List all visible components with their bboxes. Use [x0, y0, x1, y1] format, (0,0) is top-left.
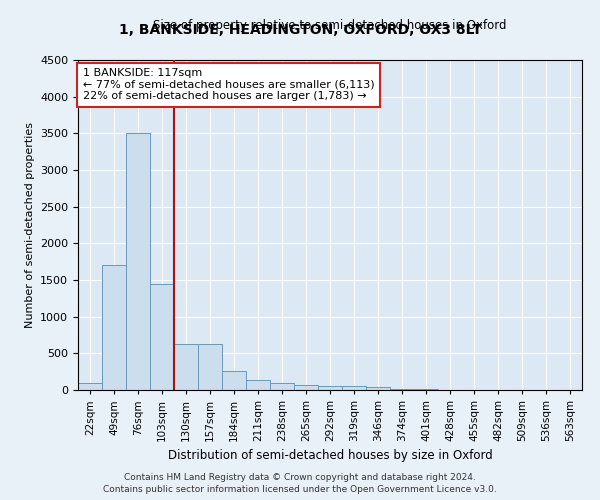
- Bar: [294, 384, 318, 390]
- Text: 1, BANKSIDE, HEADINGTON, OXFORD, OX3 8LT: 1, BANKSIDE, HEADINGTON, OXFORD, OX3 8LT: [119, 22, 481, 36]
- Text: Contains public sector information licensed under the Open Government Licence v3: Contains public sector information licen…: [103, 485, 497, 494]
- Bar: [246, 380, 270, 390]
- Bar: [126, 134, 150, 390]
- Bar: [174, 344, 198, 390]
- Bar: [78, 382, 102, 390]
- X-axis label: Distribution of semi-detached houses by size in Oxford: Distribution of semi-detached houses by …: [167, 450, 493, 462]
- Text: 1 BANKSIDE: 117sqm
← 77% of semi-detached houses are smaller (6,113)
22% of semi: 1 BANKSIDE: 117sqm ← 77% of semi-detache…: [83, 68, 374, 102]
- Bar: [150, 284, 174, 390]
- Bar: [342, 386, 366, 390]
- Bar: [390, 389, 414, 390]
- Text: Contains HM Land Registry data © Crown copyright and database right 2024.: Contains HM Land Registry data © Crown c…: [124, 472, 476, 482]
- Bar: [198, 344, 222, 390]
- Y-axis label: Number of semi-detached properties: Number of semi-detached properties: [25, 122, 35, 328]
- Bar: [318, 386, 342, 390]
- Title: Size of property relative to semi-detached houses in Oxford: Size of property relative to semi-detach…: [153, 20, 507, 32]
- Bar: [366, 387, 390, 390]
- Bar: [222, 370, 246, 390]
- Bar: [102, 266, 126, 390]
- Bar: [270, 384, 294, 390]
